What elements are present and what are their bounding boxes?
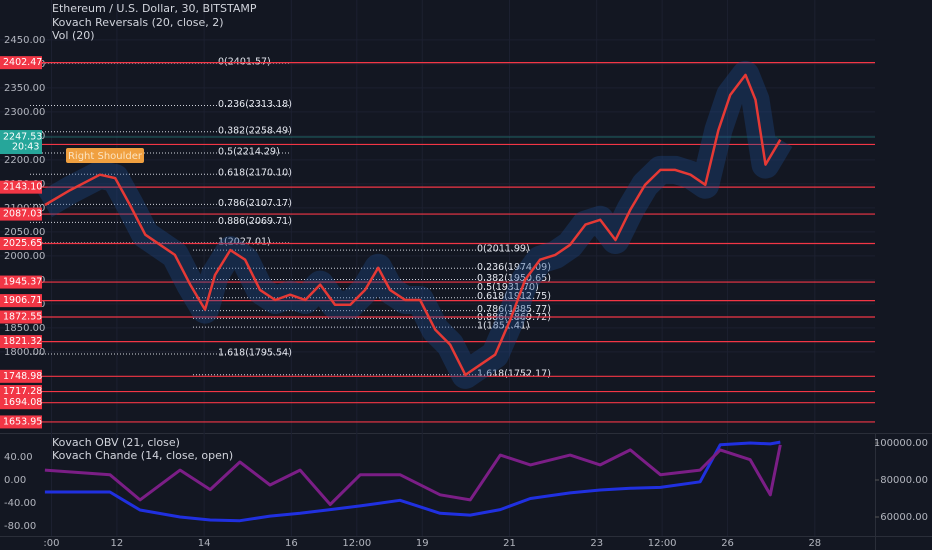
level-label: 2143.10 xyxy=(3,182,42,193)
annotation-box xyxy=(66,148,144,163)
level-label: 2087.03 xyxy=(3,209,42,220)
fib-label: 0.236(2313.18) xyxy=(218,99,292,110)
fib-label: 0(2011.99) xyxy=(477,244,530,255)
level-label-box xyxy=(0,335,42,349)
series-line xyxy=(44,444,782,506)
y-tick-label: -40.00 xyxy=(4,498,36,509)
fib-label: 0.618(2170.10) xyxy=(218,168,292,179)
y-tick-label: 40.00 xyxy=(4,452,33,463)
x-tick-label: 16 xyxy=(285,538,298,549)
level-label: 1694.08 xyxy=(3,397,42,408)
y2-tick-label: 80000.00 xyxy=(880,475,928,486)
fib-label: 1.618(1795.54) xyxy=(218,347,292,358)
series-line xyxy=(44,73,782,377)
y-tick-label: 2450.00 xyxy=(4,35,45,46)
x-tick-label: 21 xyxy=(503,538,516,549)
level-label: 1717.28 xyxy=(3,386,42,397)
level-label: 1945.37 xyxy=(3,277,42,288)
level-label: 2402.47 xyxy=(3,57,42,68)
fib-label: 1(2027.01) xyxy=(218,236,271,247)
fib-label: 0.886(2069.71) xyxy=(218,216,292,227)
level-label-box xyxy=(0,310,42,324)
fib-label: 0.382(2258.49) xyxy=(218,125,292,136)
y2-tick-label: 100000.00 xyxy=(874,438,928,449)
legend-indicator: Kovach Reversals (20, close, 2) xyxy=(52,16,224,29)
x-tick-label: :00 xyxy=(43,538,59,549)
fib-label: 0.618(1912.75) xyxy=(477,291,551,302)
fib-label: 0.382(1950.65) xyxy=(477,273,551,284)
y-tick-label: -80.00 xyxy=(4,521,36,532)
fib-label: 0.5(2214.29) xyxy=(218,146,280,157)
fib-label: 1(1851.41) xyxy=(477,321,530,332)
level-label: 1653.95 xyxy=(3,416,42,427)
level-label-box xyxy=(0,385,42,399)
level-label-box xyxy=(0,396,42,410)
level-label: 1906.71 xyxy=(3,295,42,306)
y-tick-label: 2300.00 xyxy=(4,107,45,118)
level-label-box xyxy=(0,275,42,289)
x-tick-label: 28 xyxy=(808,538,821,549)
level-label: 1748.98 xyxy=(3,371,42,382)
x-tick-label: 23 xyxy=(590,538,603,549)
fib-label: 1.618(1752.17) xyxy=(477,368,551,379)
fib-label: 0.5(1931.70) xyxy=(477,282,539,293)
legend-indicator: Kovach Chande (14, close, open) xyxy=(52,449,233,462)
series-line xyxy=(44,440,781,523)
level-label-box xyxy=(0,369,42,383)
current-price-label: 2247.53 xyxy=(3,132,42,143)
y-tick-label: 2200.00 xyxy=(4,155,45,166)
level-label-box xyxy=(0,415,42,429)
level-label-box xyxy=(0,294,42,308)
y-tick-label: 1850.00 xyxy=(4,323,45,334)
fib-label: 0.786(2107.17) xyxy=(218,198,292,209)
level-label-box xyxy=(0,56,42,70)
level-label-box xyxy=(0,237,42,251)
y2-tick-label: 60000.00 xyxy=(880,512,928,523)
level-label: 1821.32 xyxy=(3,336,42,347)
y-tick-label: 2000.00 xyxy=(4,251,45,262)
legend-indicator: Kovach OBV (21, close) xyxy=(52,436,180,449)
x-tick-label: 14 xyxy=(198,538,211,549)
legend-symbol: Ethereum / U.S. Dollar, 30, BITSTAMP xyxy=(52,2,257,15)
level-label-box xyxy=(0,207,42,221)
legend-indicator: Vol (20) xyxy=(52,29,95,42)
x-tick-label: 12:00 xyxy=(342,538,371,549)
fib-label: 0.236(1974.09) xyxy=(477,262,551,273)
x-tick-label: 19 xyxy=(416,538,429,549)
x-tick-label: 12:00 xyxy=(648,538,677,549)
annotation: Right Shoulder xyxy=(68,151,143,162)
y-tick-label: 2050.00 xyxy=(4,227,45,238)
x-tick-label: 26 xyxy=(721,538,734,549)
y-tick-label: 2350.00 xyxy=(4,83,45,94)
y-tick-label: 0.00 xyxy=(4,475,26,486)
level-label: 2025.65 xyxy=(3,238,42,249)
current-price-box xyxy=(0,130,42,155)
y-tick-label: 1800.00 xyxy=(4,347,45,358)
x-tick-label: 12 xyxy=(111,538,124,549)
countdown-label: 20:43 xyxy=(12,142,39,153)
level-label-box xyxy=(0,180,42,194)
level-label: 1872.55 xyxy=(3,312,42,323)
